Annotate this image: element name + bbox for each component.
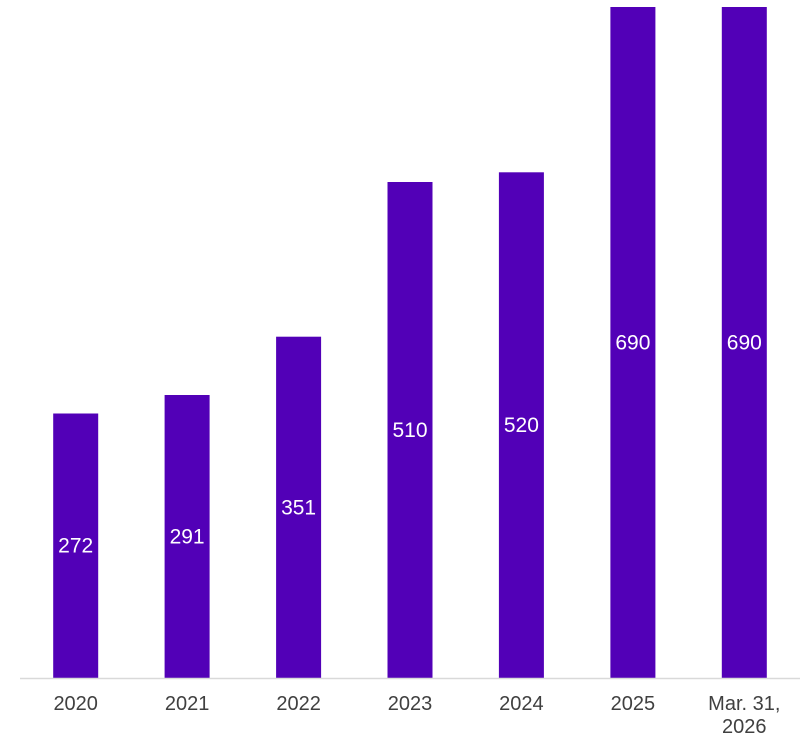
bar: [164, 395, 210, 678]
x-tick-label: Mar. 31, 2026: [708, 693, 780, 738]
x-tick-label-line: 2024: [499, 693, 544, 715]
x-tick-label-line: 2026: [722, 716, 767, 738]
bar-value-label: 272: [58, 535, 93, 558]
x-tick-label: 2021: [165, 693, 210, 715]
x-tick-label: 2020: [53, 693, 98, 715]
x-tick-label: 2022: [276, 693, 321, 715]
x-tick-label: 2023: [388, 693, 433, 715]
x-tick-label-line: 2025: [611, 693, 656, 715]
bar-value-label: 351: [281, 496, 316, 519]
bar: [498, 172, 544, 679]
bar-value-label: 291: [170, 526, 205, 549]
bar: [387, 182, 433, 678]
bar: [721, 7, 767, 678]
x-tick-label: 2024: [499, 693, 544, 715]
bar-value-label: 690: [615, 332, 650, 355]
bar: [276, 336, 322, 678]
x-tick-label-line: 2020: [53, 693, 98, 715]
x-tick-label-line: Mar. 31,: [708, 693, 780, 715]
bar: [53, 413, 99, 678]
x-tick-label: 2025: [611, 693, 656, 715]
bar: [610, 7, 656, 678]
bars-group: 272 291 351 510 520 690 690: [53, 7, 767, 679]
bar-value-label: 510: [392, 419, 427, 442]
x-tick-label-line: 2022: [276, 693, 321, 715]
x-tick-labels: 2020 2021 2022 2023 2024 2025 Mar. 31, 2026: [53, 693, 780, 738]
x-tick-label-line: 2021: [165, 693, 210, 715]
x-tick-label-line: 2023: [388, 693, 433, 715]
bar-value-label: 520: [504, 414, 539, 437]
bar-value-label: 690: [727, 332, 762, 355]
